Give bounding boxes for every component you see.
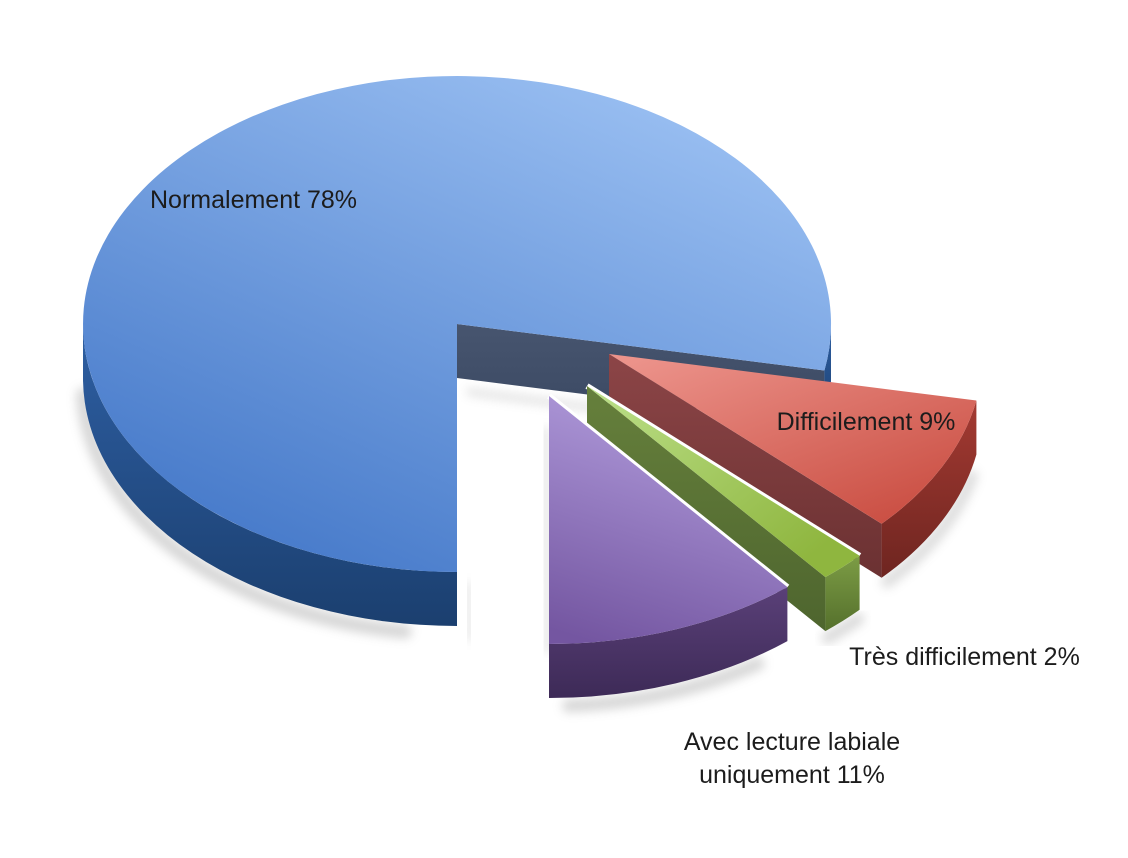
pie-shadow (562, 657, 765, 713)
slice-rim-tr-s-difficilement (825, 555, 860, 632)
slice-rim-normalement (83, 324, 457, 626)
slice-top-difficilement (609, 354, 977, 524)
pie-shadow (76, 387, 412, 639)
slice-label-difficilement: Difficilement 9% (776, 408, 956, 436)
pie-shadow (464, 581, 474, 642)
slice-label-normalement: Normalement 78% (150, 186, 358, 214)
slice-label-avec-lecture-labiale: Avec lecture labiale uniquement 11% (683, 728, 901, 789)
slice-top-avec-lecture-labiale-uniquement (549, 396, 788, 644)
slice-cutface-difficilement (609, 354, 882, 578)
slice-top-normalement (83, 76, 832, 573)
slice-rim-avec-lecture-labiale-uniquement (549, 587, 788, 698)
pie-shadow (880, 470, 978, 588)
pie-shadow (821, 612, 865, 644)
pie-shadow (541, 426, 552, 654)
slice-label-tres-difficilement: Très difficilement 2% (849, 643, 1080, 671)
slice-rim-difficilement (881, 400, 977, 578)
slice-top-tr-s-difficilement (587, 386, 860, 578)
